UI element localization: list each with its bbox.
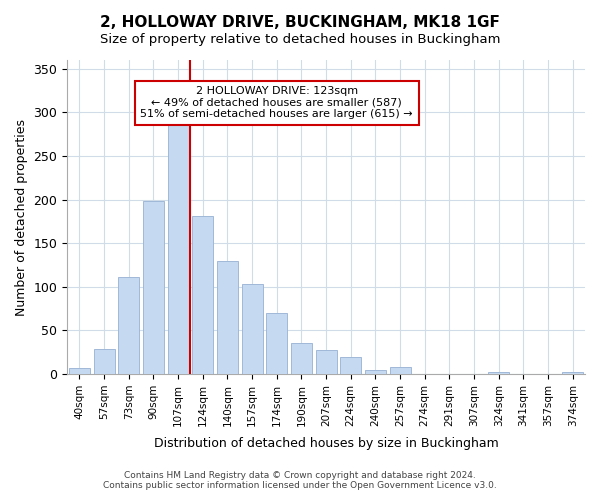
Bar: [488, 372, 509, 374]
Bar: [316, 350, 337, 374]
Bar: [118, 277, 139, 374]
Bar: [94, 348, 115, 374]
Bar: [69, 368, 90, 374]
Bar: [291, 342, 312, 374]
Text: 2, HOLLOWAY DRIVE, BUCKINGHAM, MK18 1GF: 2, HOLLOWAY DRIVE, BUCKINGHAM, MK18 1GF: [100, 15, 500, 30]
Bar: [192, 216, 213, 374]
Text: Contains HM Land Registry data © Crown copyright and database right 2024.
Contai: Contains HM Land Registry data © Crown c…: [103, 470, 497, 490]
Bar: [266, 313, 287, 374]
X-axis label: Distribution of detached houses by size in Buckingham: Distribution of detached houses by size …: [154, 437, 499, 450]
Text: 2 HOLLOWAY DRIVE: 123sqm
← 49% of detached houses are smaller (587)
51% of semi-: 2 HOLLOWAY DRIVE: 123sqm ← 49% of detach…: [140, 86, 413, 120]
Text: Size of property relative to detached houses in Buckingham: Size of property relative to detached ho…: [100, 32, 500, 46]
Bar: [365, 370, 386, 374]
Bar: [143, 202, 164, 374]
Bar: [389, 367, 410, 374]
Bar: [562, 372, 583, 374]
Bar: [242, 284, 263, 374]
Bar: [340, 356, 361, 374]
Bar: [217, 260, 238, 374]
Bar: [167, 118, 188, 374]
Y-axis label: Number of detached properties: Number of detached properties: [15, 118, 28, 316]
